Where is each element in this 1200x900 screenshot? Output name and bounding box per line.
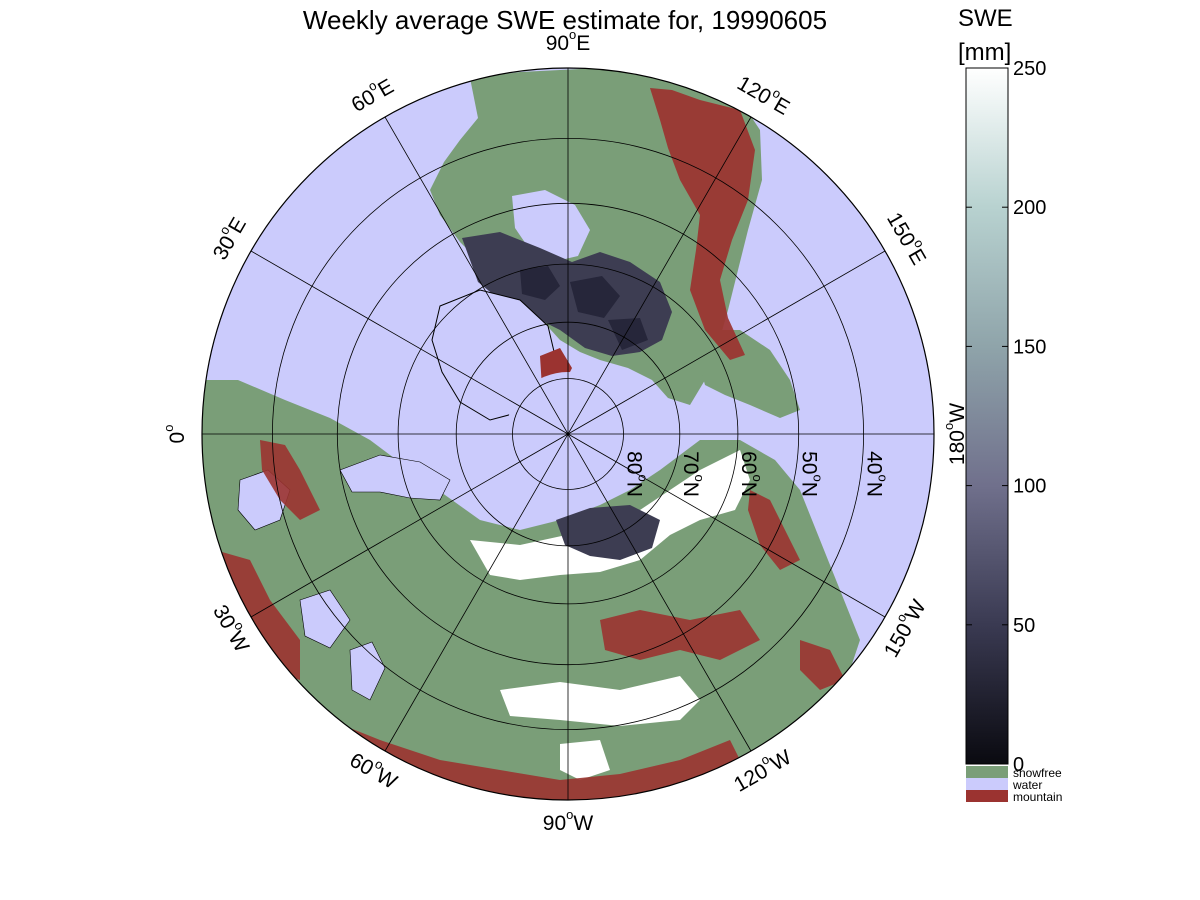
map-boundary bbox=[201, 67, 935, 801]
category-swatch-water bbox=[966, 778, 1008, 790]
category-label-water: water bbox=[1012, 778, 1042, 792]
caspian-water bbox=[349, 641, 386, 701]
latitude-label: 50oN bbox=[798, 451, 825, 497]
longitude-label: 0o bbox=[161, 425, 188, 444]
snow-central-asia bbox=[500, 676, 700, 780]
colorbar-gradient bbox=[965, 67, 1009, 765]
graticule bbox=[202, 68, 934, 800]
mountains-far-east bbox=[748, 490, 845, 690]
scandinavia-shape bbox=[339, 454, 451, 501]
swe-islands bbox=[520, 266, 648, 350]
latitude-label: 40oN bbox=[863, 451, 890, 497]
colorbar: SWE [mm] 0 50 100 150 200 250 snowfreewatermo… bbox=[958, 5, 1062, 804]
colorbar-label-unit: [mm] bbox=[958, 39, 1011, 66]
swe-taimyr bbox=[556, 505, 660, 560]
category-label-snowfree: snowfree bbox=[1013, 766, 1062, 780]
longitude-label: 90oW bbox=[543, 807, 594, 834]
colorbar-tick-label: 250 bbox=[1013, 58, 1046, 80]
mountains-central-asia bbox=[330, 610, 760, 800]
colorbar-tick-label: 150 bbox=[1013, 336, 1046, 358]
land-alaska bbox=[690, 330, 800, 418]
category-swatch-mountain bbox=[966, 790, 1008, 802]
longitude-label: 60oE bbox=[345, 71, 397, 117]
latitude-labels: 80oN 70oN 60oN 50oN 40oN bbox=[623, 451, 890, 497]
category-swatch-snowfree bbox=[966, 766, 1008, 778]
longitude-label: 180oW bbox=[941, 403, 968, 465]
latitude-label: 80oN bbox=[623, 451, 650, 497]
colorbar-ticks: 0 50 100 150 200 250 bbox=[966, 58, 1046, 776]
colorbar-tick-label: 100 bbox=[1013, 476, 1046, 498]
colorbar-label-swe: SWE bbox=[958, 5, 1013, 32]
meridian-line bbox=[250, 250, 886, 618]
hudson-bay bbox=[512, 190, 590, 262]
longitude-label: 30oE bbox=[205, 211, 251, 263]
colorbar-tick-label: 50 bbox=[1013, 615, 1035, 637]
category-label-mountain: mountain bbox=[1013, 790, 1062, 804]
map-title: Weekly average SWE estimate for, 1999060… bbox=[302, 5, 828, 35]
colorbar-tick-label: 0 bbox=[1013, 754, 1024, 776]
map-disc bbox=[202, 68, 934, 800]
latitude-label: 70oN bbox=[679, 451, 706, 497]
longitude-label: 90oE bbox=[546, 27, 591, 54]
colorbar-tick-label: 200 bbox=[1013, 197, 1046, 219]
snow-siberia bbox=[470, 450, 750, 580]
latitude-label: 60oN bbox=[737, 451, 764, 497]
